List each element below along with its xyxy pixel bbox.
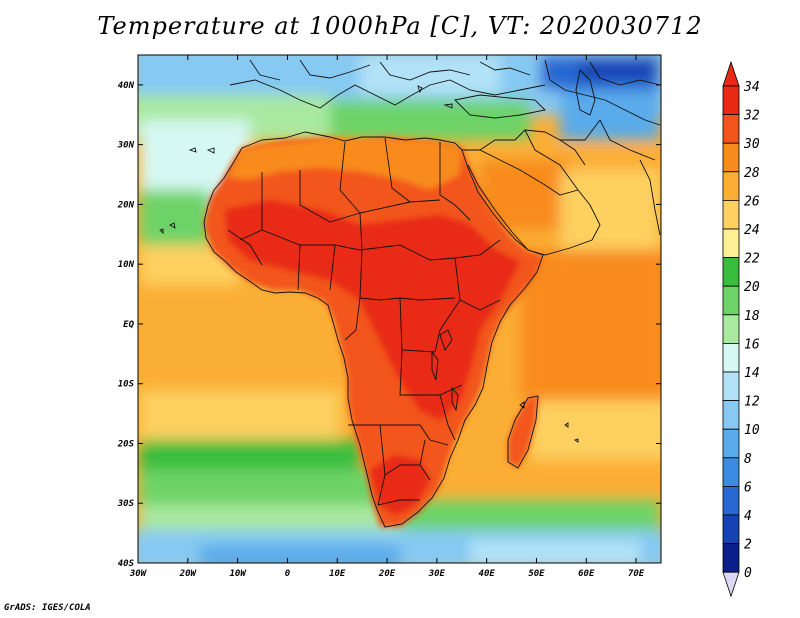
colorbar-label: 32 xyxy=(743,109,760,124)
colorbar-label: 18 xyxy=(744,309,760,324)
colorbar-label: 28 xyxy=(744,166,760,181)
colorbar-label: 10 xyxy=(744,423,760,438)
lon-tick-label: 60E xyxy=(578,569,595,579)
lon-tick-label: 0 xyxy=(285,569,291,579)
colorbar-label: 22 xyxy=(744,252,760,267)
lat-tick-label: EQ xyxy=(123,320,134,330)
lat-tick-label: 40S xyxy=(118,559,135,569)
colorbar-label: 34 xyxy=(743,80,760,95)
map-frame xyxy=(137,54,662,564)
colorbar-label: 12 xyxy=(744,395,760,410)
colorbar-swatch xyxy=(722,485,740,516)
colorbar-label: 24 xyxy=(744,223,760,238)
lat-tick-label: 40N xyxy=(118,81,135,91)
lon-tick-label: 70E xyxy=(628,569,645,579)
colorbar-label: 2 xyxy=(744,538,752,553)
colorbar-swatch xyxy=(722,428,740,459)
colorbar-swatch xyxy=(722,314,740,344)
colorbar-swatch xyxy=(722,228,740,259)
lon-tick-label: 40E xyxy=(479,569,496,579)
map-title: Temperature at 1000hPa [C], VT: 20200307… xyxy=(97,12,703,40)
colorbar-label: 26 xyxy=(744,194,760,209)
lon-tick-label: 20E xyxy=(378,569,396,579)
lon-tick-label: 30W xyxy=(129,569,148,579)
lat-tick-label: 20S xyxy=(117,439,135,449)
colorbar-swatch xyxy=(722,85,740,116)
colorbar-label: 6 xyxy=(744,480,752,495)
colorbar-label: 16 xyxy=(744,337,760,352)
colorbar-high-arrow xyxy=(722,60,740,87)
lat-tick-label: 10S xyxy=(118,380,135,390)
lat-tick-label: 30S xyxy=(117,499,135,509)
colorbar-swatch xyxy=(722,285,740,316)
africa-land-heat xyxy=(204,138,543,527)
colorbar-swatch xyxy=(722,457,740,487)
colorbar-swatch xyxy=(722,114,740,144)
colorbar-label: 8 xyxy=(744,452,752,467)
colorbar-swatch xyxy=(722,171,740,201)
lat-tick-label: 20N xyxy=(117,200,135,210)
lon-tick-label: 50E xyxy=(528,569,545,579)
country-borders xyxy=(159,59,661,528)
colorbar-label: 20 xyxy=(744,280,760,295)
map-area xyxy=(138,55,661,563)
credit-label: GrADS: IGES/COLA xyxy=(4,603,91,613)
lon-tick-label: 10E xyxy=(329,569,346,579)
colorbar-swatch xyxy=(722,342,740,373)
lon-tick-label: 20W xyxy=(179,569,198,579)
colorbar-swatch xyxy=(722,257,740,287)
colorbar-swatch xyxy=(722,514,740,545)
colorbar-swatch xyxy=(722,371,740,402)
lon-tick-label: 10W xyxy=(229,569,247,579)
colorbar-swatch xyxy=(722,142,740,173)
colorbar-swatch xyxy=(722,199,740,230)
colorbar-label: 0 xyxy=(744,566,752,581)
lat-tick-label: 10N xyxy=(118,260,135,270)
lon-tick-label: 30E xyxy=(428,569,446,579)
lat-tick-label: 30N xyxy=(117,141,135,151)
colorbar-low-arrow xyxy=(722,571,740,598)
colorbar-label: 14 xyxy=(744,366,760,381)
colorbar-swatch xyxy=(722,400,740,430)
colorbar-label: 30 xyxy=(743,137,760,152)
axis-ticks: 30W 20W 10W 0 10E 20E 30E 40E 50E 60E 70E 40N 30N 20N… xyxy=(117,55,661,579)
colorbar-label: 4 xyxy=(744,509,752,524)
colorbar-swatch xyxy=(722,543,740,573)
